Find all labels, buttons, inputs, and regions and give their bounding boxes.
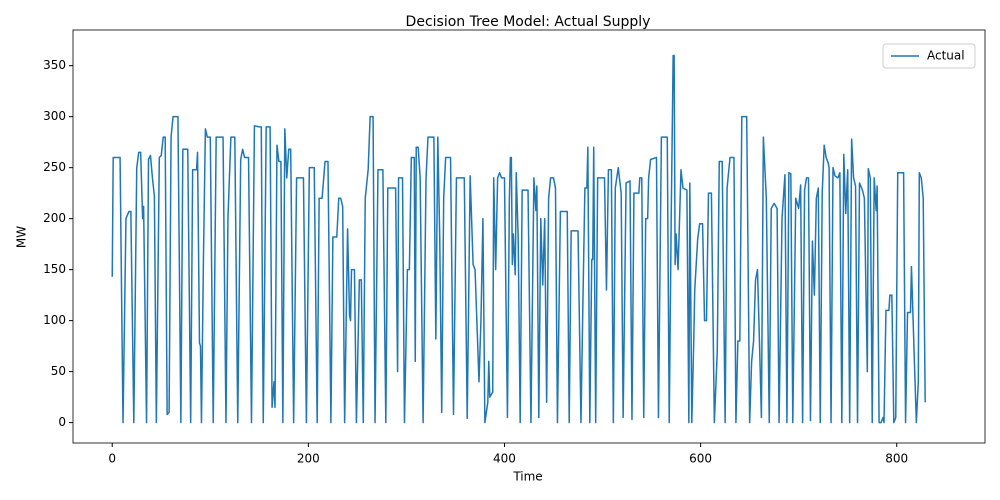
y-tick-label: 350 bbox=[43, 58, 66, 72]
x-tick-label: 600 bbox=[689, 452, 712, 466]
plot-frame bbox=[72, 29, 986, 444]
x-tick-label: 800 bbox=[885, 452, 908, 466]
y-axis-label: MW bbox=[15, 226, 29, 248]
x-tick-label: 400 bbox=[493, 452, 516, 466]
y-tick-label: 100 bbox=[43, 313, 66, 327]
y-tick-label: 0 bbox=[58, 415, 66, 429]
x-tick-label: 200 bbox=[297, 452, 320, 466]
data-line bbox=[111, 54, 926, 424]
legend-box bbox=[882, 43, 976, 69]
legend-label: Actual bbox=[927, 49, 965, 63]
chart-title: Decision Tree Model: Actual Supply bbox=[406, 14, 651, 30]
y-tick-label: 50 bbox=[51, 364, 66, 378]
y-tick-label: 200 bbox=[43, 211, 66, 225]
y-tick-label: 150 bbox=[43, 262, 66, 276]
x-tick-label: 0 bbox=[108, 452, 116, 466]
x-axis-label: Time bbox=[512, 470, 542, 484]
y-tick-label: 250 bbox=[43, 160, 66, 174]
y-tick-label: 300 bbox=[43, 109, 66, 123]
